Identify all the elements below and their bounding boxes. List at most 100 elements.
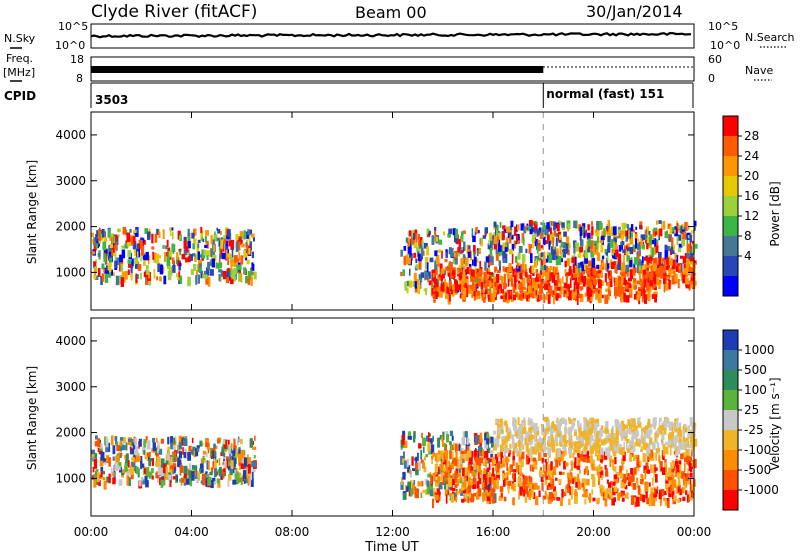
echo-cell (445, 494, 448, 504)
echo-cell (94, 459, 98, 469)
echo-cell (215, 445, 218, 449)
echo-cell (553, 424, 557, 428)
echo-cell (636, 255, 640, 262)
echo-cell (604, 230, 607, 235)
echo-cell (96, 230, 100, 237)
echo-cell (538, 253, 543, 259)
echo-cell (589, 423, 592, 431)
echo-cell (193, 450, 197, 458)
echo-cell (528, 490, 532, 497)
echo-cell (511, 243, 515, 251)
echo-cell (174, 466, 176, 474)
echo-cell (607, 487, 611, 495)
echo-cell (114, 436, 117, 441)
echo-cell (179, 263, 182, 267)
echo-cell (403, 460, 408, 469)
echo-cell (136, 251, 139, 257)
echo-cell (178, 441, 182, 450)
echo-cell (252, 237, 255, 242)
echo-cell (674, 428, 677, 432)
echo-cell (555, 459, 559, 467)
echo-cell (178, 271, 181, 278)
echo-cell (568, 419, 573, 424)
echo-cell (685, 268, 689, 276)
echo-cell (432, 435, 434, 442)
echo-cell (629, 289, 632, 294)
echo-cell (516, 239, 520, 244)
echo-cell (525, 433, 529, 443)
echo-cell (126, 471, 130, 477)
echo-cell (124, 271, 128, 280)
echo-cell (495, 253, 499, 261)
echo-cell (477, 480, 480, 490)
echo-cell (160, 467, 165, 477)
echo-cell (537, 240, 541, 244)
colorbar-tick-label: 500 (744, 363, 767, 377)
echo-cell (602, 429, 607, 434)
echo-cell (525, 272, 528, 278)
echo-cell (581, 261, 585, 272)
echo-cell (228, 240, 232, 247)
echo-cell (151, 233, 154, 244)
echo-cell (437, 469, 440, 475)
echo-cell (548, 220, 552, 231)
echo-cell (415, 279, 420, 287)
echo-cell (473, 492, 477, 497)
echo-cell (409, 280, 413, 288)
echo-cell (501, 424, 504, 433)
echo-cell (651, 441, 656, 451)
echo-cell (221, 252, 226, 260)
echo-cell (659, 495, 663, 504)
echo-cell (646, 294, 649, 300)
echo-cell (139, 456, 143, 464)
echo-cell (638, 271, 640, 275)
echo-cell (250, 477, 254, 487)
power-colorbar-label: Power [dB] (768, 181, 782, 246)
echo-cell (685, 281, 689, 285)
echo-cell (584, 417, 587, 428)
echo-cell (544, 471, 547, 478)
echo-cell (570, 492, 573, 500)
echo-cell (491, 498, 496, 504)
echo-cell (119, 437, 124, 441)
echo-cell (631, 432, 636, 440)
echo-cell (495, 283, 498, 290)
echo-cell (210, 269, 214, 276)
echo-cell (525, 228, 528, 232)
echo-cell (569, 469, 572, 473)
colorbar-swatch (723, 390, 738, 411)
echo-cell (112, 234, 115, 243)
echo-cell (530, 439, 534, 444)
echo-cell (178, 459, 182, 465)
echo-cell (671, 275, 676, 285)
echo-cell (657, 429, 661, 434)
echo-cell (446, 268, 449, 277)
echo-cell (567, 478, 571, 485)
echo-cell (516, 275, 519, 281)
echo-cell (160, 479, 164, 488)
echo-cell (436, 475, 441, 484)
echo-cell (637, 423, 642, 428)
echo-cell (463, 489, 467, 494)
echo-cell (531, 265, 535, 274)
echo-cell (496, 463, 499, 473)
echo-cell (93, 274, 97, 280)
echo-cell (240, 273, 243, 283)
echo-cell (459, 476, 463, 481)
echo-cell (622, 424, 626, 432)
colorbar-tick-label: 25 (744, 403, 759, 417)
echo-cell (160, 458, 165, 468)
echo-cell (177, 259, 180, 267)
echo-cell (449, 261, 453, 271)
echo-cell (631, 474, 635, 482)
echo-cell (129, 446, 132, 451)
echo-cell (125, 457, 129, 466)
echo-cell (523, 226, 527, 234)
echo-cell (492, 478, 496, 482)
echo-cell (549, 293, 553, 297)
colorbar-tick-label: -500 (744, 463, 771, 477)
echo-cell (151, 246, 155, 250)
echo-cell (417, 481, 421, 487)
echo-cell (519, 283, 523, 293)
echo-cell (512, 473, 515, 479)
